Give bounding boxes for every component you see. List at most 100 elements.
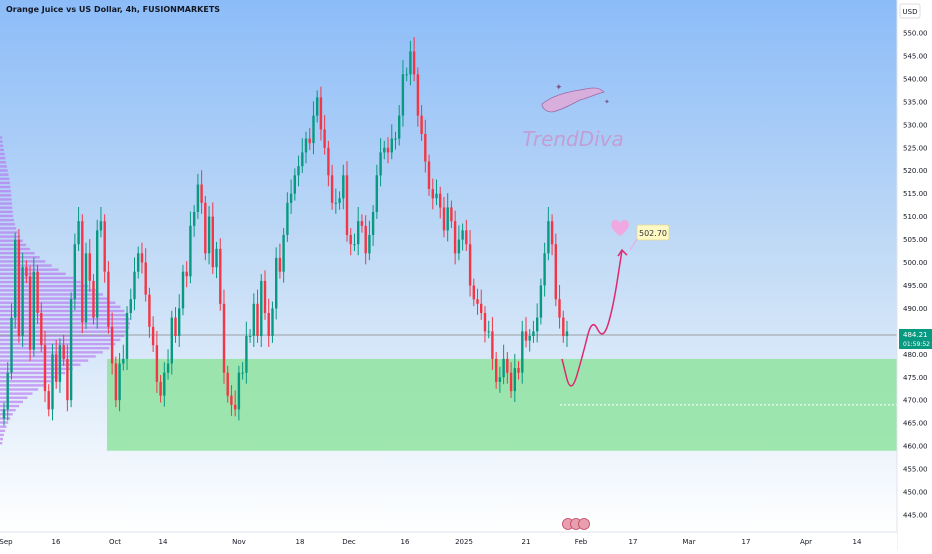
candle-body	[461, 230, 464, 240]
currency-badge[interactable]	[899, 3, 921, 19]
candle-body	[215, 248, 218, 268]
candle-body	[293, 175, 296, 194]
x-tick-label: 16	[401, 538, 410, 546]
y-tick-label: 510.00	[903, 213, 928, 221]
profile-bar	[0, 380, 51, 383]
x-tick-label: 14	[853, 538, 862, 546]
profile-bar	[0, 367, 73, 371]
profile-bar	[0, 173, 9, 176]
chart-title: Orange Juice vs US Dollar, 4h, FUSIONMAR…	[6, 5, 220, 14]
candle-body	[509, 372, 513, 392]
x-tick-label: Sep	[0, 538, 13, 546]
svg-text:01:59:52: 01:59:52	[903, 341, 930, 348]
x-tick-label: 14	[159, 538, 168, 546]
candle-body	[263, 280, 267, 313]
candle-body	[275, 257, 278, 309]
candle-body	[129, 299, 132, 313]
candle-body	[562, 317, 565, 336]
candle-body	[375, 175, 378, 212]
price-axis[interactable]	[897, 0, 932, 550]
candle-body	[222, 303, 226, 373]
profile-bar	[0, 239, 23, 242]
candle-body	[565, 331, 569, 336]
y-tick-label: 475.00	[903, 374, 928, 382]
profile-bar	[0, 194, 12, 197]
profile-bar	[0, 181, 10, 185]
candle-body	[234, 404, 237, 410]
profile-bar	[0, 392, 33, 395]
candle-body	[196, 184, 200, 212]
candle-body	[144, 262, 147, 295]
candle-body	[6, 372, 9, 410]
profile-bar	[0, 206, 13, 209]
profile-bar	[0, 202, 12, 205]
y-tick-label: 480.00	[903, 351, 928, 359]
candle-body	[260, 280, 263, 336]
candle-body	[66, 358, 69, 401]
candle-body	[532, 331, 535, 336]
candle-body	[357, 221, 360, 245]
profile-bar	[0, 384, 45, 387]
candle-body	[110, 326, 114, 364]
candle-body	[248, 336, 252, 337]
candle-body	[230, 395, 233, 405]
profile-bar	[0, 144, 4, 147]
svg-text:502.70: 502.70	[639, 229, 667, 238]
profile-bar	[0, 334, 125, 337]
profile-bar	[0, 400, 23, 404]
candles	[2, 37, 569, 426]
candle-body	[140, 253, 144, 263]
candle-body	[103, 221, 106, 272]
profile-bar	[0, 363, 81, 366]
candle-body	[40, 313, 43, 346]
candle-body	[282, 235, 285, 272]
time-axis[interactable]	[0, 532, 897, 550]
candle-body	[77, 221, 80, 245]
profile-bar	[0, 413, 13, 416]
candle-body	[513, 368, 516, 392]
profile-bar	[0, 313, 128, 317]
candle-body	[181, 271, 185, 309]
watermark-text: TrendDiva	[522, 127, 624, 151]
profile-bar	[0, 152, 5, 156]
candle-body	[2, 409, 6, 419]
x-tick-label: Oct	[109, 538, 121, 546]
flag-icons	[562, 518, 590, 530]
candle-body	[47, 391, 50, 410]
y-tick-label: 535.00	[903, 98, 928, 106]
candle-body	[159, 381, 162, 396]
candle-body	[36, 271, 39, 313]
x-tick-label: Dec	[342, 538, 356, 546]
candle-body	[487, 331, 490, 333]
candle-body	[517, 368, 520, 373]
profile-bar	[0, 251, 35, 255]
candle-body	[289, 193, 293, 203]
candle-body	[304, 138, 308, 153]
y-tick-label: 450.00	[903, 489, 928, 497]
candle-body	[453, 221, 457, 254]
profile-bar	[0, 429, 6, 433]
y-tick-label: 550.00	[903, 30, 928, 38]
candle-body	[69, 299, 73, 401]
candle-body	[554, 244, 557, 300]
candle-body	[21, 267, 24, 336]
candle-body	[498, 377, 502, 382]
profile-bar	[0, 289, 96, 292]
candle-body	[92, 280, 95, 318]
candle-body	[125, 313, 129, 359]
candle-body	[25, 267, 28, 277]
candle-body	[424, 134, 427, 162]
candle-body	[189, 225, 192, 277]
candle-body	[550, 221, 554, 245]
candle-body	[345, 175, 349, 235]
profile-bar	[0, 396, 28, 399]
profile-bar	[0, 227, 17, 230]
candle-body	[536, 317, 539, 332]
arrow-head	[617, 248, 628, 257]
candle-body	[122, 358, 125, 364]
candle-body	[114, 363, 118, 401]
candle-body	[170, 317, 173, 364]
candle-body	[398, 115, 401, 139]
candle-body	[204, 202, 207, 254]
candle-body	[28, 276, 32, 350]
